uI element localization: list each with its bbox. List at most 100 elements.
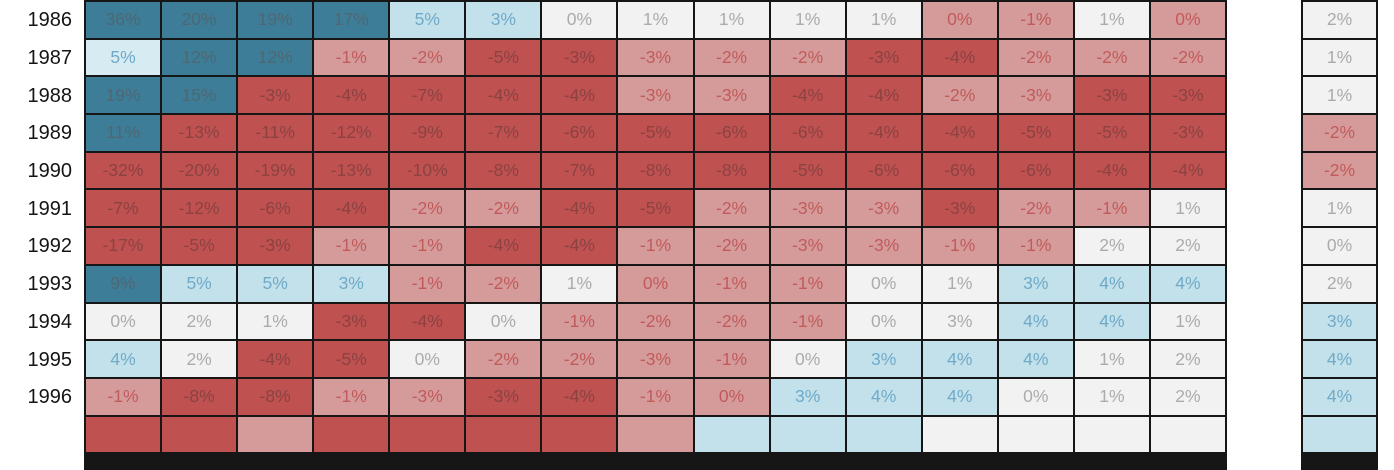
heatmap-cell: 4% xyxy=(922,378,997,415)
heatmap-cell: 19% xyxy=(86,77,161,114)
heatmap-cell: -3% xyxy=(998,77,1073,114)
heatmap-cell: -1% xyxy=(542,303,617,340)
heatmap-cell: -3% xyxy=(390,378,465,415)
heatmap-cell: -3% xyxy=(922,190,997,227)
heatmap-cell: 36% xyxy=(86,2,161,38)
heatmap-cell: -3% xyxy=(846,190,921,227)
heatmap-cell: -4% xyxy=(466,228,541,264)
heatmap-cell: -1% xyxy=(390,265,465,302)
heatmap-cell: 2% xyxy=(1150,341,1225,377)
heatmap-cell: -7% xyxy=(86,190,161,227)
year-label: 1996 xyxy=(27,386,73,409)
heatmap-cell: -12% xyxy=(162,190,237,227)
year-label: 1988 xyxy=(27,84,73,107)
heatmap-cell: 2% xyxy=(1150,228,1225,264)
heatmap-cell: -8% xyxy=(694,152,769,189)
heatmap-cell: -1% xyxy=(998,228,1073,264)
heatmap-cell: -1% xyxy=(618,228,693,264)
heatmap-cell: 0% xyxy=(1150,2,1225,38)
summary-cell: 1% xyxy=(1303,77,1376,114)
heatmap-cell: -1% xyxy=(770,303,845,340)
heatmap-cell: -2% xyxy=(1074,39,1149,76)
heatmap-cell: -10% xyxy=(390,152,465,189)
heatmap-cell: 4% xyxy=(998,303,1073,340)
heatmap-cell: -2% xyxy=(466,265,541,302)
heatmap-cell: -3% xyxy=(1150,77,1225,114)
heatmap-cell: 5% xyxy=(390,2,465,38)
heatmap-cell: -8% xyxy=(238,378,313,415)
heatmap-cell: -3% xyxy=(694,77,769,114)
heatmap-cell: 5% xyxy=(162,265,237,302)
heatmap-cell: 4% xyxy=(1074,265,1149,302)
summary-cell: -2% xyxy=(1303,115,1376,151)
heatmap-cell: 3% xyxy=(846,341,921,377)
heatmap-cell: -2% xyxy=(770,39,845,76)
heatmap-cell: 2% xyxy=(162,303,237,340)
heatmap-cell: -13% xyxy=(162,115,237,151)
heatmap-cell: -3% xyxy=(618,77,693,114)
heatmap-cell: 0% xyxy=(846,265,921,302)
heatmap-cell: 1% xyxy=(922,265,997,302)
summary-cell: 4% xyxy=(1303,378,1376,415)
heatmap-cell: -6% xyxy=(922,152,997,189)
year-label: 1986 xyxy=(27,9,73,32)
heatmap-cell: -3% xyxy=(314,303,389,340)
heatmap-cell: -1% xyxy=(314,228,389,264)
heatmap-cell: -4% xyxy=(314,77,389,114)
heatmap-cell: -20% xyxy=(162,152,237,189)
heatmap-cell: -5% xyxy=(770,152,845,189)
heatmap-cell: -2% xyxy=(466,190,541,227)
heatmap-cell: -4% xyxy=(1150,152,1225,189)
heatmap-cell: 1% xyxy=(1074,2,1149,38)
heatmap-cell: -6% xyxy=(694,115,769,151)
heatmap-cell: 3% xyxy=(922,303,997,340)
heatmap-cell: -5% xyxy=(618,190,693,227)
heatmap-cell: 15% xyxy=(162,77,237,114)
heatmap-cell: 5% xyxy=(238,265,313,302)
summary-column-grid: 2% 1% 1% -2% -2% 1% 0% 2% 3% 4% 4% xyxy=(1301,0,1378,470)
heatmap-cell: -3% xyxy=(542,39,617,76)
heatmap-cell: 0% xyxy=(922,2,997,38)
heatmap-cell: -17% xyxy=(86,228,161,264)
summary-cell: -2% xyxy=(1303,152,1376,189)
heatmap-cell: 2% xyxy=(1150,378,1225,415)
heatmap-cell: 20% xyxy=(162,2,237,38)
heatmap-cell: -4% xyxy=(542,190,617,227)
heatmap-cell: 4% xyxy=(1150,265,1225,302)
heatmap-cell: 0% xyxy=(542,2,617,38)
year-labels-column: 1986 1987 1988 1989 1990 1991 1992 1993 1994 1995… xyxy=(0,2,73,417)
heatmap-cell: 1% xyxy=(1150,190,1225,227)
heatmap-cell: -4% xyxy=(542,378,617,415)
heatmap-cell: -2% xyxy=(694,228,769,264)
heatmap-cell: -3% xyxy=(770,190,845,227)
heatmap-cell: -11% xyxy=(238,115,313,151)
heatmap-cell: -4% xyxy=(542,228,617,264)
heatmap-cell: -7% xyxy=(542,152,617,189)
heatmap-cell: 1% xyxy=(542,265,617,302)
summary-cell: 1% xyxy=(1303,39,1376,76)
heatmap-cell: -3% xyxy=(238,77,313,114)
heatmap-cell: 12% xyxy=(238,39,313,76)
heatmap-cell: 1% xyxy=(1074,378,1149,415)
year-label: 1991 xyxy=(27,197,73,220)
heatmap-cell: -8% xyxy=(618,152,693,189)
heatmap-cell: -2% xyxy=(694,39,769,76)
heatmap-cell: -4% xyxy=(922,39,997,76)
heatmap-cell: -3% xyxy=(618,341,693,377)
heatmap-cell: -7% xyxy=(466,115,541,151)
heatmap-cell: 1% xyxy=(618,2,693,38)
year-label: 1993 xyxy=(27,273,73,296)
heatmap-cell: -3% xyxy=(466,378,541,415)
heatmap-cell: -5% xyxy=(1074,115,1149,151)
heatmap-cell: -5% xyxy=(314,341,389,377)
heatmap-cell: -4% xyxy=(238,341,313,377)
heatmap-cell: -1% xyxy=(314,378,389,415)
heatmap-cell: -2% xyxy=(466,341,541,377)
summary-cell: 4% xyxy=(1303,341,1376,377)
heatmap-cell: -2% xyxy=(390,190,465,227)
heatmap-cell: 3% xyxy=(314,265,389,302)
heatmap-cell: 0% xyxy=(770,341,845,377)
heatmap-cell: -4% xyxy=(846,115,921,151)
heatmap-cell: -1% xyxy=(922,228,997,264)
heatmap-cell: -6% xyxy=(542,115,617,151)
